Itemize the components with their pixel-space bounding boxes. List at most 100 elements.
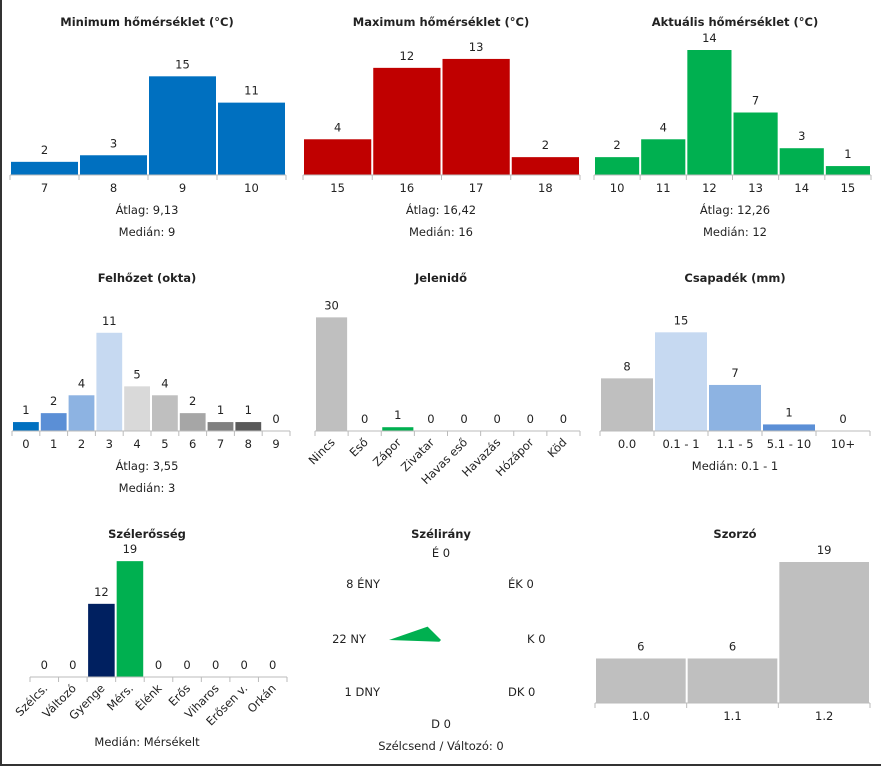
tick-label: 12	[702, 181, 717, 195]
tick-label: 5.1 - 10	[767, 437, 811, 451]
tick-label: 4	[133, 437, 140, 451]
bar	[382, 427, 414, 431]
tick-label: 8	[245, 437, 252, 451]
data-label: 30	[324, 298, 339, 312]
chart-title: Felhőzet (okta)	[98, 271, 197, 285]
chart-svg: Csapadék (mm) 8 15 7 1 0 0.0 0.1 - 1 1.1 - 5 5.1 …	[599, 271, 871, 473]
chart-panel-3: Felhőzet (okta) 1 2 4 11 5 4 2 1 1 0 0 1 2 3 4 5 6 7 8 9 Átla…	[0, 256, 294, 512]
chart-title: Csapadék (mm)	[684, 271, 785, 285]
bar	[218, 102, 285, 175]
data-label: 11	[102, 314, 117, 328]
data-label: 12	[400, 49, 415, 63]
bar	[511, 157, 579, 175]
data-label: 19	[123, 542, 138, 556]
tick-label: 18	[538, 181, 553, 195]
bar	[595, 157, 640, 175]
chart-svg: Szorzó 6 6 19 1.0 1.1 1.2	[594, 527, 871, 723]
tick-label: 1.0	[632, 709, 650, 723]
chart-title: Jelenidő	[414, 271, 467, 285]
stat-text: Medián: 12	[703, 225, 767, 239]
tick-label: 10	[244, 181, 259, 195]
data-label: 0	[560, 412, 567, 426]
data-label: 4	[334, 120, 341, 134]
tick-label: 1.2	[815, 709, 833, 723]
bar	[779, 562, 869, 703]
data-label: 6	[637, 639, 644, 653]
data-label: 0	[427, 412, 434, 426]
data-label: 12	[94, 585, 109, 599]
stat-text: Medián: 0.1 - 1	[692, 459, 778, 473]
data-label: 11	[244, 84, 259, 98]
bar	[235, 422, 262, 431]
stat-text: Átlag: 12,26	[700, 202, 770, 217]
data-label: 0	[41, 658, 48, 672]
bar	[687, 658, 778, 703]
data-label: 0	[183, 658, 190, 672]
chart-svg: Szélirány É 0 ÉK 0 K 0 DK 0 D 0 1 DNY 22 NY 8 ÉN…	[332, 527, 545, 753]
data-label: 2	[542, 138, 549, 152]
stat-text: Átlag: 3,55	[116, 458, 179, 473]
bar	[11, 161, 78, 175]
bar	[779, 148, 824, 175]
stat-text: Medián: Mérsékelt	[94, 735, 200, 749]
bar	[13, 422, 39, 431]
chart-panel-7: Szélirány É 0 ÉK 0 K 0 DK 0 D 0 1 DNY 22 NY 8 ÉN…	[294, 512, 588, 768]
bar	[124, 386, 150, 431]
data-label: 8	[623, 359, 630, 373]
data-label: 4	[78, 376, 85, 390]
bar	[88, 603, 115, 677]
chart-svg: Maximum hőmérséklet (°C) 4 12 13 2 15 16 17 18 Át…	[302, 15, 581, 239]
tick-label: Orkán	[244, 681, 278, 715]
data-label: 13	[469, 40, 484, 54]
tick-label: Köd	[545, 435, 570, 460]
tick-label: 11	[656, 181, 671, 195]
bar	[733, 112, 778, 175]
tick-label: 10	[610, 181, 625, 195]
data-label: 1	[785, 405, 792, 419]
bar	[687, 50, 732, 175]
data-label: 1	[844, 147, 851, 161]
bar	[825, 166, 870, 175]
data-label: 0	[839, 412, 846, 426]
bar	[40, 413, 67, 431]
bar	[641, 139, 686, 175]
bar	[596, 658, 686, 703]
direction-label: DK 0	[508, 685, 535, 699]
data-label: 0	[494, 412, 501, 426]
bar	[179, 413, 206, 431]
bar	[655, 332, 707, 431]
data-label: 0	[212, 658, 219, 672]
tick-label: 1.1	[723, 709, 741, 723]
chart-title: Minimum hőmérséklet (°C)	[60, 15, 233, 29]
data-label: 2	[613, 138, 620, 152]
tick-label: 10+	[831, 437, 855, 451]
data-label: 6	[729, 639, 736, 653]
chart-panel-8: Szorzó 6 6 19 1.0 1.1 1.2	[588, 512, 882, 768]
direction-label: 22 NY	[332, 632, 367, 646]
stat-text: Medián: 16	[409, 225, 473, 239]
chart-panel-0: Minimum hőmérséklet (°C) 2 3 15 11 7 8 9 10 Átlag…	[0, 0, 294, 256]
bar	[601, 378, 653, 431]
stat-text: Medián: 9	[119, 225, 176, 239]
tick-label: 14	[794, 181, 809, 195]
tick-label: 2	[78, 437, 85, 451]
data-label: 2	[41, 143, 48, 157]
data-label: 0	[241, 658, 248, 672]
direction-label: ÉK 0	[508, 576, 534, 591]
bar	[149, 76, 216, 175]
tick-label: 7	[41, 181, 48, 195]
wind-direction-area	[389, 626, 441, 642]
chart-panel-6: Szélerősség 0 0 12 19 0 0 0 0 0 Szélcs. Változó Gyen…	[0, 512, 294, 768]
tick-label: 0.1 - 1	[662, 437, 699, 451]
chart-panel-2: Aktuális hőmérséklet (°C) 2 4 14 7 3 1 10 11 12 13…	[588, 0, 882, 256]
data-label: 0	[460, 412, 467, 426]
data-label: 2	[50, 394, 57, 408]
tick-label: 9	[272, 437, 279, 451]
tick-label: 3	[106, 437, 113, 451]
data-label: 7	[752, 94, 759, 108]
data-label: 1	[394, 408, 401, 422]
bar	[207, 422, 234, 431]
bar	[373, 67, 441, 175]
data-label: 15	[175, 57, 190, 71]
